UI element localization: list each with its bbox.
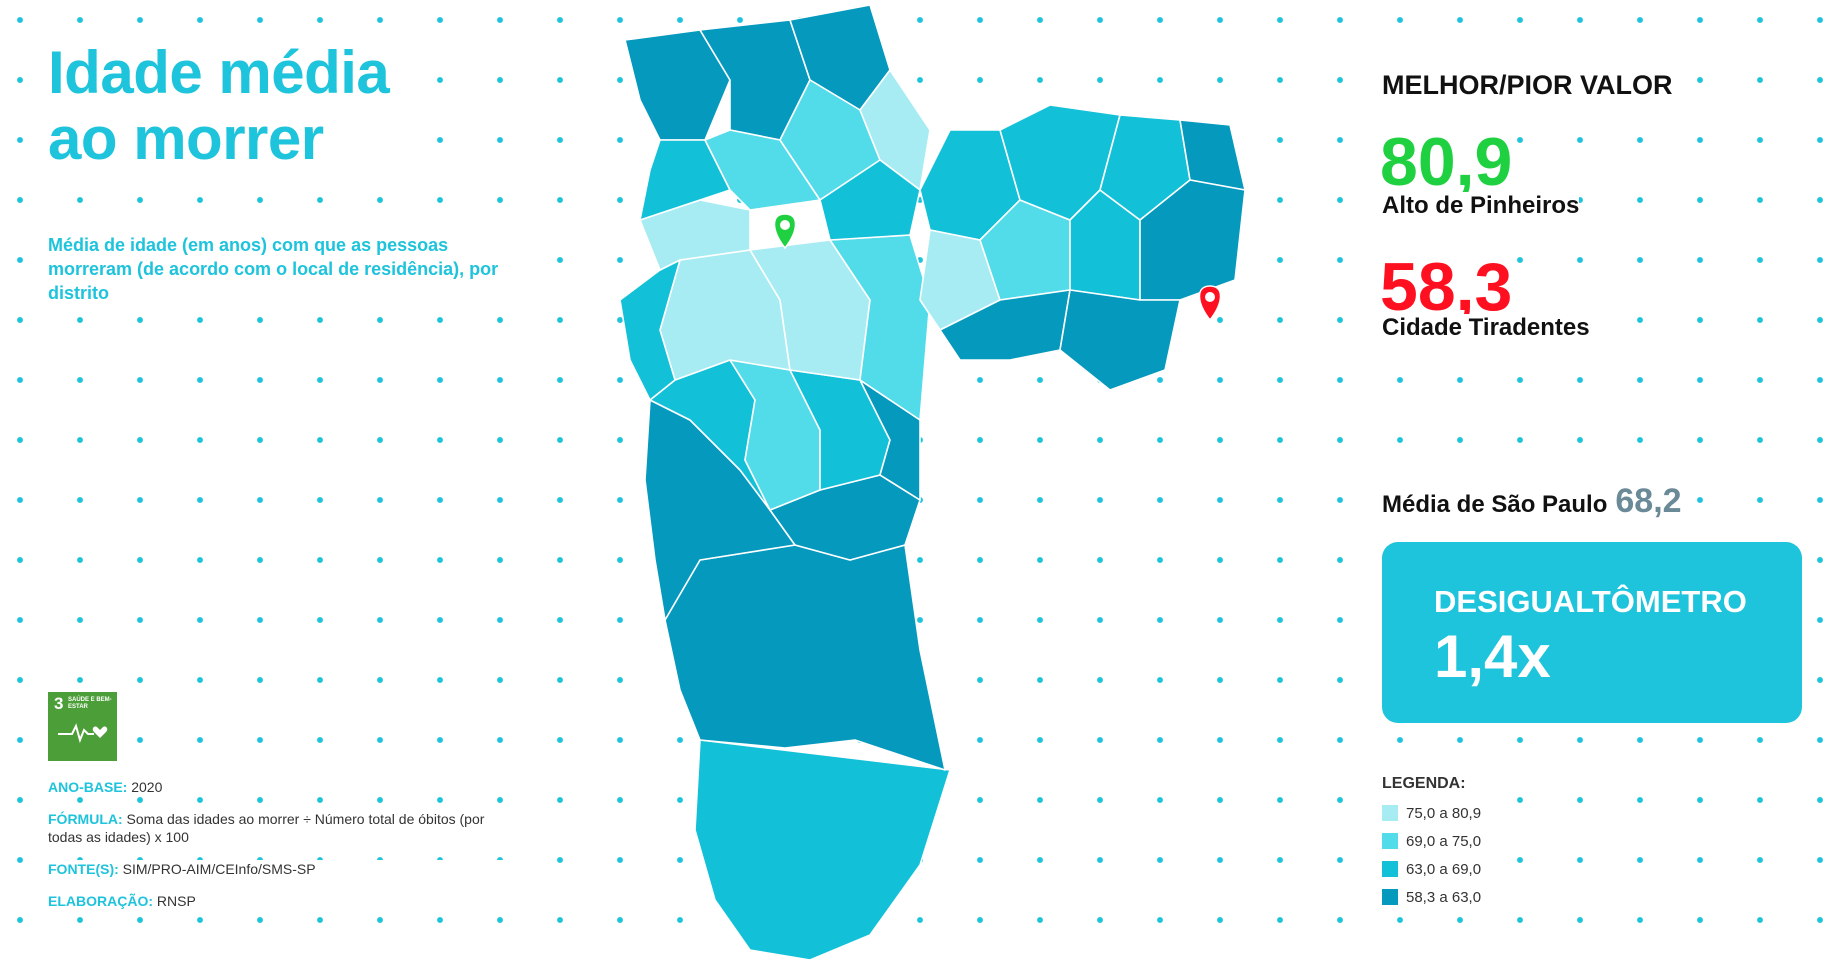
legend-swatch xyxy=(1382,805,1398,821)
formula: FÓRMULA: Soma das idades ao morrer ÷ Núm… xyxy=(48,810,518,846)
map-region-south xyxy=(694,739,951,961)
formula-value: Soma das idades ao morrer ÷ Número total… xyxy=(48,811,485,845)
legend-item: 63,0 a 69,0 xyxy=(1382,855,1481,883)
legend-title: LEGENDA: xyxy=(1382,775,1466,792)
sdg-3-badge: 3 SAÚDE E BEM-ESTAR xyxy=(48,692,117,761)
average: Média de São Paulo 68,2 xyxy=(1382,482,1682,521)
elaboracao-value: RNSP xyxy=(156,893,196,909)
map-region-parelheiros xyxy=(664,544,946,771)
map-region-north-4 xyxy=(859,69,931,191)
red-pin-icon[interactable] xyxy=(1198,285,1222,322)
elaboracao-label: ELABORAÇÃO: xyxy=(48,893,153,909)
worst-value: 58,3 xyxy=(1380,249,1513,325)
legend-item: 58,3 a 63,0 xyxy=(1382,883,1481,911)
fonte-label: FONTE(S): xyxy=(48,861,119,877)
legend-swatch xyxy=(1382,861,1398,877)
fonte: FONTE(S): SIM/PRO-AIM/CEInfo/SMS-SP xyxy=(48,860,518,878)
heartbeat-icon xyxy=(58,723,108,744)
fonte-value: SIM/PRO-AIM/CEInfo/SMS-SP xyxy=(122,861,316,877)
legend-swatch xyxy=(1382,889,1398,905)
desigualtometro-card: DESIGUALTÔMETRO 1,4x xyxy=(1382,542,1802,723)
best-value: 80,9 xyxy=(1380,124,1513,200)
legend-label: 75,0 a 80,9 xyxy=(1406,804,1482,822)
legend-swatch xyxy=(1382,833,1398,849)
ano-base-label: ANO-BASE: xyxy=(48,779,128,795)
legend-label: 69,0 a 75,0 xyxy=(1406,832,1482,850)
elaboracao: ELABORAÇÃO: RNSP xyxy=(48,892,518,910)
map-region-far-east-4 xyxy=(1059,289,1181,391)
ano-base-value: 2020 xyxy=(131,779,163,795)
legend-label: 58,3 a 63,0 xyxy=(1406,888,1482,906)
desigualtometro-label: DESIGUALTÔMETRO xyxy=(1434,584,1747,619)
title-line-2: ao morrer xyxy=(48,105,324,172)
legend: LEGENDA: 75,0 a 80,9 69,0 a 75,0 63,0 a … xyxy=(1382,775,1492,911)
worst-place: Cidade Tiradentes xyxy=(1382,314,1590,342)
legend-label: 63,0 a 69,0 xyxy=(1406,860,1482,878)
sdg-label: SAÚDE E BEM-ESTAR xyxy=(68,697,112,710)
ano-base: ANO-BASE: 2020 xyxy=(48,778,518,796)
green-pin-icon[interactable] xyxy=(773,213,797,250)
map-region-north-5 xyxy=(819,159,921,241)
average-value: 68,2 xyxy=(1615,482,1682,520)
formula-label: FÓRMULA: xyxy=(48,811,123,827)
legend-item: 75,0 a 80,9 xyxy=(1382,799,1481,827)
page-title: Idade média ao morrer xyxy=(48,39,390,172)
subtitle: Média de idade (em anos) com que as pess… xyxy=(48,233,518,305)
sdg-number: 3 xyxy=(54,694,64,713)
desigualtometro-value: 1,4x xyxy=(1434,623,1551,690)
sao-paulo-district-map xyxy=(620,4,1246,961)
average-label: Média de São Paulo xyxy=(1382,491,1608,518)
title-line-1: Idade média xyxy=(48,39,390,106)
best-worst-heading: MELHOR/PIOR VALOR xyxy=(1382,70,1673,101)
legend-item: 69,0 a 75,0 xyxy=(1382,827,1481,855)
best-place: Alto de Pinheiros xyxy=(1382,192,1580,220)
